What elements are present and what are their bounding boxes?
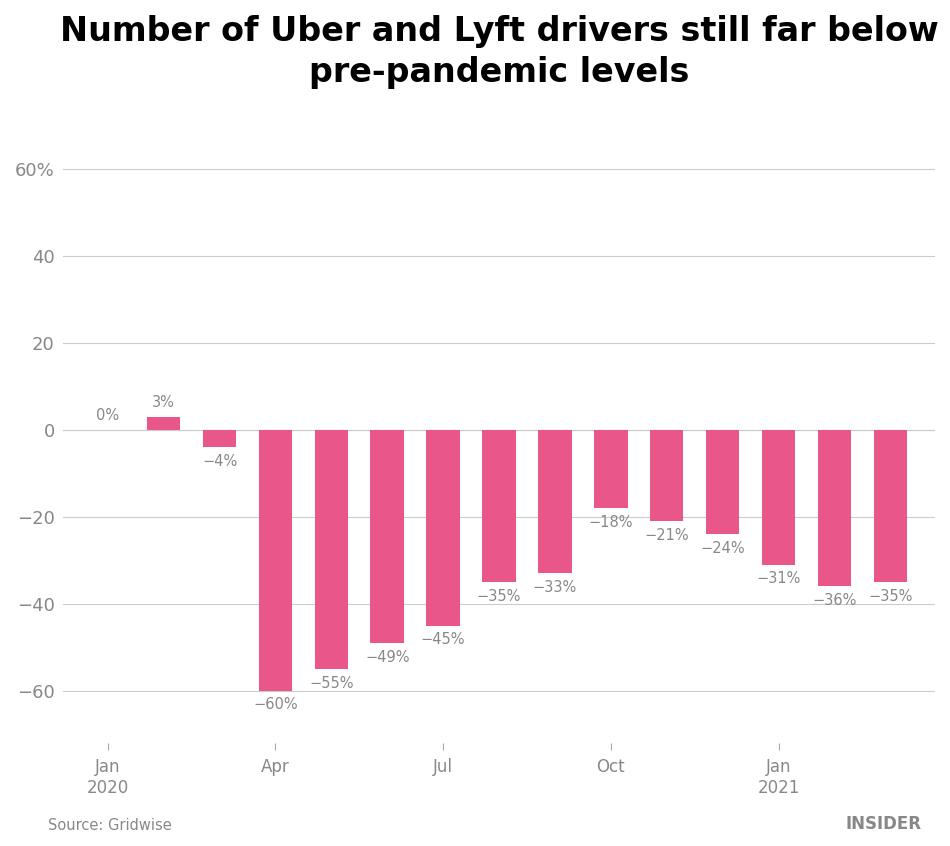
Text: −60%: −60%: [253, 697, 297, 712]
Text: −35%: −35%: [477, 589, 522, 604]
Text: −4%: −4%: [202, 453, 238, 469]
Bar: [762, 430, 795, 565]
Bar: [258, 430, 293, 691]
Bar: [370, 430, 404, 643]
Bar: [538, 430, 572, 574]
Bar: [314, 430, 348, 669]
Text: −35%: −35%: [868, 589, 912, 604]
Text: −21%: −21%: [644, 528, 689, 543]
Bar: [650, 430, 683, 521]
Bar: [483, 430, 516, 582]
Title: Number of Uber and Lyft drivers still far below
pre-pandemic levels: Number of Uber and Lyft drivers still fa…: [60, 15, 939, 89]
Bar: [594, 430, 628, 508]
Text: −49%: −49%: [365, 650, 409, 665]
Text: −45%: −45%: [421, 632, 466, 647]
Text: 3%: 3%: [152, 395, 175, 410]
Text: −55%: −55%: [309, 676, 353, 690]
Text: −33%: −33%: [533, 580, 577, 595]
Text: INSIDER: INSIDER: [846, 816, 922, 833]
Bar: [706, 430, 739, 535]
Bar: [818, 430, 851, 586]
Text: −31%: −31%: [756, 571, 801, 586]
Text: 0%: 0%: [96, 409, 120, 423]
Text: −18%: −18%: [589, 514, 633, 530]
Bar: [202, 430, 237, 448]
Bar: [873, 430, 907, 582]
Bar: [427, 430, 460, 626]
Text: −36%: −36%: [812, 593, 857, 608]
Text: Source: Gridwise: Source: Gridwise: [48, 818, 171, 833]
Bar: [147, 417, 180, 430]
Text: −24%: −24%: [700, 541, 745, 556]
